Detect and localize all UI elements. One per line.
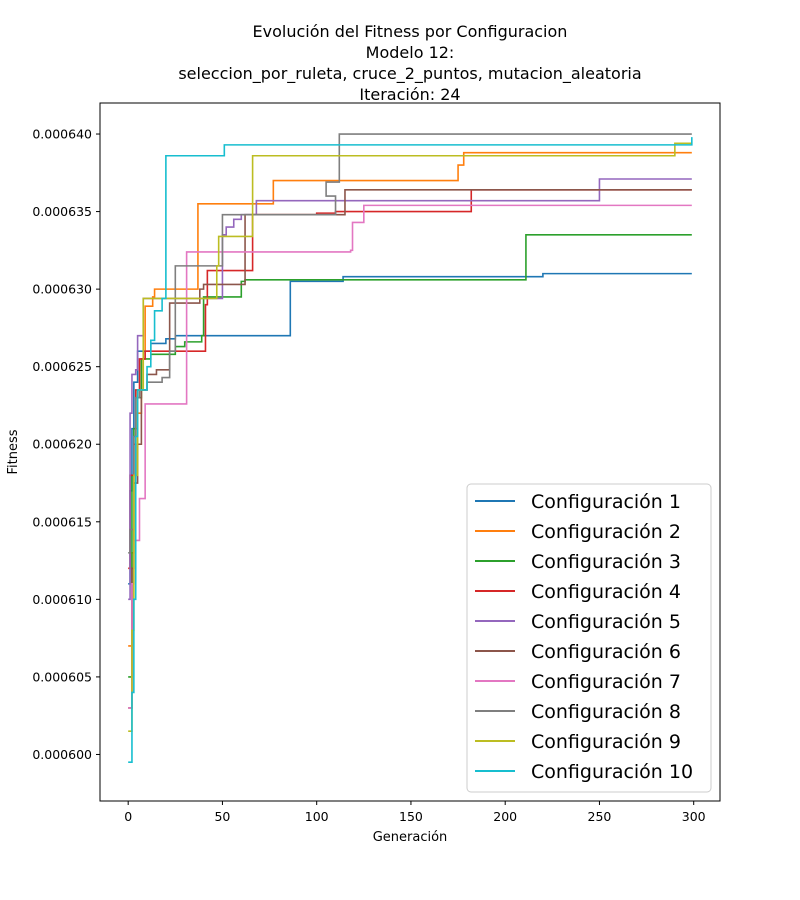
x-axis-ticks: 0 50 100 150 200 250 300 [124,801,706,824]
title-line: Evolución del Fitness por Configuracion [253,22,568,41]
series-line-8 [128,133,692,554]
y-axis-ticks: 0.000600 0.000605 0.000610 0.000615 0.000620… [32,127,100,762]
y-tick-label: 0.000620 [32,437,92,452]
series-line-9 [128,142,692,732]
legend-entry: Configuración 5 [531,611,681,633]
legend-entry: Configuración 9 [531,731,681,753]
x-tick-label: 150 [399,809,423,824]
legend-entry: Configuración 8 [531,701,681,723]
series-line-5 [128,178,692,601]
legend-entry: Configuración 1 [531,491,681,513]
chart-title: Evolución del Fitness por Configuracion M… [178,22,641,104]
x-tick-label: 50 [214,809,230,824]
legend-box [466,483,712,793]
x-tick-label: 100 [305,809,329,824]
x-tick-label: 200 [493,809,517,824]
x-tick-label: 300 [682,809,706,824]
title-line: Iteración: 24 [359,85,460,104]
y-tick-label: 0.000625 [32,359,92,374]
legend-entry: Configuración 2 [531,521,681,543]
legend: Configuración 1 Configuración 2 Configurac… [466,483,712,793]
legend-entry: Configuración 6 [531,641,681,663]
y-tick-label: 0.000630 [32,282,92,297]
y-tick-label: 0.000615 [32,514,92,529]
y-tick-label: 0.000605 [32,669,92,684]
x-tick-label: 250 [588,809,612,824]
x-axis-label: Generación [373,830,448,845]
legend-entry: Configuración 7 [531,671,681,693]
legend-entry: Configuración 3 [531,551,681,573]
y-tick-label: 0.000640 [32,127,92,142]
y-tick-label: 0.000600 [32,747,92,762]
series-line-10 [128,137,693,764]
y-tick-label: 0.000635 [32,204,92,219]
title-line: seleccion_por_ruleta, cruce_2_puntos, mu… [178,64,641,84]
y-axis-label: Fitness [6,429,21,474]
plot-frame [99,102,721,802]
title-line: Modelo 12: [366,43,455,62]
x-tick-label: 0 [124,809,132,824]
legend-entry: Configuración 10 [531,761,693,783]
y-tick-label: 0.000610 [32,592,92,607]
legend-entry: Configuración 4 [531,581,681,603]
series-lines [128,133,693,764]
